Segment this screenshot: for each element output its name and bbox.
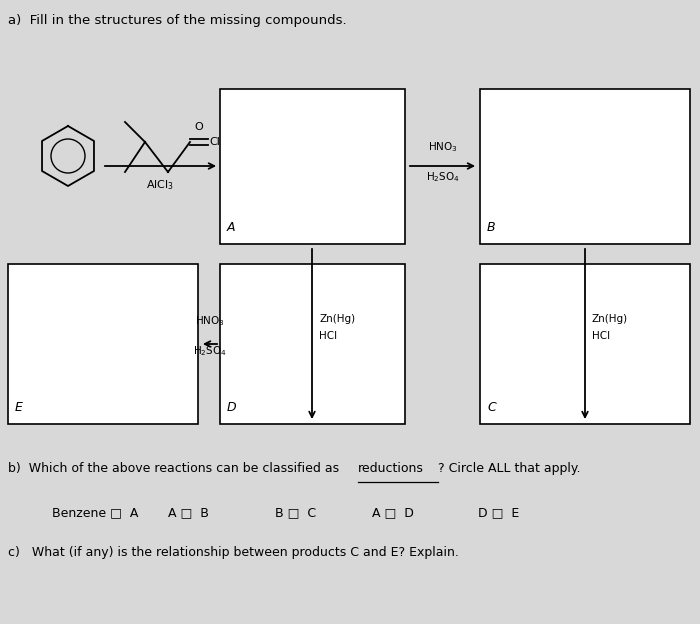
Bar [8, 264, 198, 424]
Text: HCl: HCl [592, 331, 610, 341]
Text: H$_2$SO$_4$: H$_2$SO$_4$ [426, 170, 460, 184]
Text: HNO$_3$: HNO$_3$ [195, 314, 225, 328]
Text: H$_2$SO$_4$: H$_2$SO$_4$ [193, 344, 227, 358]
Text: C: C [487, 401, 496, 414]
Text: b)  Which of the above reactions can be classified as: b) Which of the above reactions can be c… [8, 462, 343, 475]
Text: Zn(Hg): Zn(Hg) [319, 314, 355, 324]
Text: A □  B: A □ B [168, 506, 209, 519]
Text: AlCl$_3$: AlCl$_3$ [146, 178, 174, 192]
Text: D: D [227, 401, 237, 414]
Text: B: B [487, 221, 496, 234]
Text: Cl: Cl [209, 137, 220, 147]
Text: Benzene □  A: Benzene □ A [52, 506, 139, 519]
Text: D □  E: D □ E [478, 506, 519, 519]
Text: E: E [15, 401, 23, 414]
Text: HNO$_3$: HNO$_3$ [428, 140, 458, 154]
Text: A □  D: A □ D [372, 506, 414, 519]
Text: reductions: reductions [358, 462, 424, 475]
Text: Zn(Hg): Zn(Hg) [592, 314, 628, 324]
Text: A: A [227, 221, 235, 234]
Text: ? Circle ALL that apply.: ? Circle ALL that apply. [438, 462, 580, 475]
Text: HCl: HCl [319, 331, 337, 341]
Text: B □  C: B □ C [275, 506, 316, 519]
Bar [480, 264, 690, 424]
Text: a)  Fill in the structures of the missing compounds.: a) Fill in the structures of the missing… [8, 14, 346, 27]
Text: O: O [195, 122, 204, 132]
Text: c)   What (if any) is the relationship between products C and E? Explain.: c) What (if any) is the relationship bet… [8, 546, 459, 559]
Bar [480, 89, 690, 244]
Bar [220, 89, 405, 244]
Bar [220, 264, 405, 424]
